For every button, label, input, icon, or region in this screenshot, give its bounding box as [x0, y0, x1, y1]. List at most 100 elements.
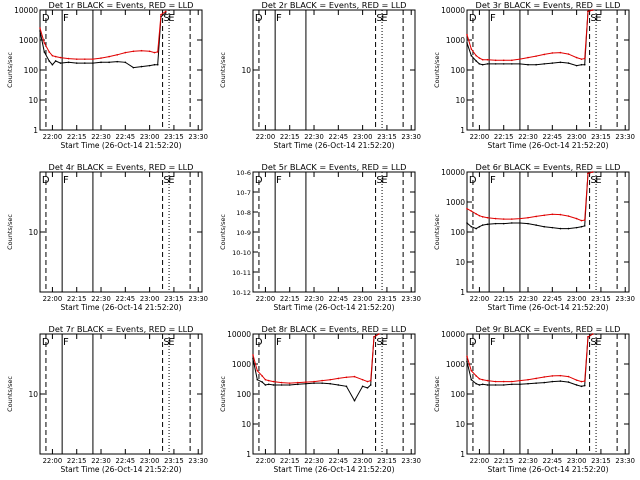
- y-tick-label: 10-6: [236, 169, 251, 177]
- marker-label: E: [381, 175, 387, 186]
- data-point-lld: [527, 216, 529, 219]
- panel-title: Det 5r BLACK = Events, RED = LLD: [262, 162, 407, 172]
- x-tick-label: 22:15: [67, 133, 87, 141]
- data-point-events: [132, 66, 135, 69]
- x-tick-label: 22:15: [494, 133, 514, 141]
- y-tick-label: 100: [451, 228, 466, 237]
- data-point-events: [475, 60, 477, 62]
- marker-label: F: [63, 13, 69, 24]
- data-point-lld: [378, 333, 380, 335]
- y-axis: 10000 1000 100 10 1: [441, 6, 629, 135]
- data-point-events: [54, 60, 57, 62]
- data-point-lld: [502, 59, 505, 62]
- x-tick-label: 23:30: [188, 295, 208, 303]
- data-point-events: [305, 382, 307, 385]
- data-point-events: [475, 382, 477, 385]
- data-point-lld: [486, 58, 489, 61]
- data-point-events: [559, 227, 562, 230]
- data-point-lld: [92, 58, 94, 60]
- data-point-events: [583, 225, 586, 227]
- data-point-events: [108, 61, 110, 64]
- data-point-events: [535, 63, 537, 66]
- marker-label: S: [376, 175, 382, 186]
- data-point-lld: [502, 380, 505, 383]
- data-point-lld: [67, 57, 70, 60]
- y-tick-label: 100: [451, 390, 466, 399]
- data-point-lld: [587, 172, 589, 175]
- data-point-events: [466, 42, 468, 44]
- x-tick-label: 22:30: [91, 295, 111, 303]
- x-tick-label: 23:00: [140, 133, 160, 141]
- marker-label: D: [255, 337, 263, 348]
- series-line-events: [466, 171, 593, 230]
- data-point-lld: [252, 354, 254, 356]
- x-axis-label: Start Time (26-Oct-14 21:52:20): [273, 141, 394, 150]
- x-tick-label: 22:15: [280, 295, 300, 303]
- x-axis: 22:00 22:15 22:30 22:45 23:00 23:15 23:30: [256, 172, 421, 303]
- x-tick-label: 22:00: [256, 295, 276, 303]
- data-point-events: [337, 384, 340, 386]
- data-point-events: [567, 381, 570, 383]
- marker-label: S: [590, 337, 596, 348]
- data-point-events: [297, 383, 299, 386]
- y-tick-label: 100: [24, 66, 39, 75]
- y-axis: 10: [241, 66, 415, 75]
- data-point-lld: [543, 214, 546, 217]
- y-axis-label: Counts/sec: [433, 376, 441, 412]
- data-point-lld: [535, 55, 537, 57]
- x-tick-label: 22:30: [91, 133, 111, 141]
- data-point-events: [43, 51, 46, 53]
- panel-det-7: Det 7r BLACK = Events, RED = LLD 10 Counts…: [6, 324, 208, 474]
- panel-title: Det 6r BLACK = Events, RED = LLD: [476, 162, 621, 172]
- series-group: [466, 333, 594, 388]
- x-tick-label: 22:15: [280, 457, 300, 465]
- x-tick-label: 23:00: [567, 133, 587, 141]
- panel-title: Det 7r BLACK = Events, RED = LLD: [49, 324, 194, 334]
- y-tick-label: 10: [28, 228, 38, 237]
- y-tick-label: 10: [241, 420, 251, 429]
- data-point-events: [470, 378, 473, 381]
- data-point-lld: [592, 333, 594, 335]
- x-tick-label: 22:30: [304, 457, 324, 465]
- x-tick-label: 23:15: [377, 457, 397, 465]
- data-point-lld: [567, 215, 570, 217]
- data-point-lld: [470, 210, 473, 212]
- data-point-events: [519, 383, 521, 386]
- data-point-lld: [567, 53, 570, 55]
- data-point-lld: [116, 54, 119, 56]
- x-axis-label: Start Time (26-Oct-14 21:52:20): [60, 141, 181, 150]
- data-point-lld: [583, 380, 586, 382]
- x-tick-label: 22:45: [329, 295, 349, 303]
- x-tick-label: 22:30: [518, 295, 538, 303]
- x-tick-label: 22:30: [304, 133, 324, 141]
- marker-label: E: [168, 175, 174, 186]
- x-tick-label: 22:45: [329, 457, 349, 465]
- data-point-events: [583, 63, 586, 66]
- marker-label: F: [276, 337, 282, 348]
- y-axis-label: Counts/sec: [219, 376, 227, 412]
- data-point-lld: [575, 379, 578, 381]
- data-point-lld: [551, 52, 554, 54]
- x-tick-label: 23:00: [353, 133, 373, 141]
- marker-label: S: [163, 175, 169, 186]
- marker-label: E: [381, 337, 387, 348]
- series-group: [39, 10, 167, 69]
- y-axis: 10000 1000 100 10 1: [441, 330, 629, 459]
- panel-title: Det 4r BLACK = Events, RED = LLD: [49, 162, 194, 172]
- data-point-events: [256, 378, 259, 381]
- series-line-lld: [466, 9, 593, 61]
- data-point-events: [580, 225, 583, 228]
- data-point-lld: [551, 213, 554, 216]
- data-point-events: [551, 226, 554, 229]
- x-tick-label: 22:45: [543, 295, 563, 303]
- data-point-events: [551, 62, 554, 64]
- y-tick-label: 10000: [227, 330, 251, 339]
- data-point-lld: [288, 382, 291, 384]
- series-group: [466, 9, 594, 67]
- series-group: [252, 333, 380, 402]
- panel-title: Det 9r BLACK = Events, RED = LLD: [476, 324, 621, 334]
- x-axis-label: Start Time (26-Oct-14 21:52:20): [273, 303, 394, 312]
- x-tick-label: 22:45: [116, 295, 136, 303]
- data-point-events: [486, 384, 489, 386]
